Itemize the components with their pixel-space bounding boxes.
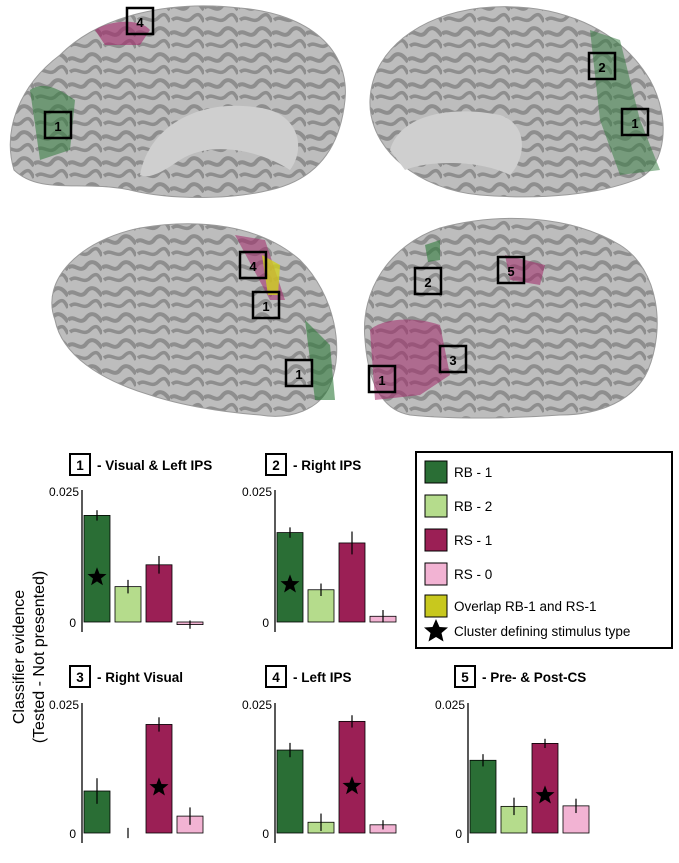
svg-text:1: 1 [262,299,269,314]
svg-text:1: 1 [631,116,638,131]
star-marker [342,776,362,795]
legend-swatch [424,594,448,618]
svg-text:5: 5 [507,264,514,279]
legend-swatch [424,528,448,552]
y-tick-label: 0 [455,827,462,841]
svg-text:1: 1 [378,373,385,388]
y-tick-label: 0 [69,616,76,630]
panel-title: - Right IPS [293,458,361,473]
panel-title: - Left IPS [293,670,352,685]
brain-left-lateral: 4 1 1 [51,223,338,417]
panel-number-badge [69,453,91,476]
y-axis-label: Classifier evidence (Tested - Not presen… [11,571,48,744]
panel-number-badge [454,665,476,688]
panel-number: 3 [76,670,84,685]
svg-text:1: 1 [295,367,302,382]
y-tick-label: 0.025 [49,485,79,499]
brain-left-medial: 4 1 [9,5,346,198]
region-badge: 3 [438,344,468,374]
region-badge: 4 [238,250,268,280]
legend-item: RS - 1 [424,528,492,552]
legend-item: RS - 0 [424,562,492,586]
legend: RB - 1 RB - 2 RS - 1 RS - 0 Overlap RB-1… [415,451,673,649]
star-marker [149,777,169,796]
legend-item: RB - 1 [424,460,492,484]
y-tick-label: 0.025 [242,698,272,712]
star-marker [280,574,300,593]
region-badge: 2 [413,266,443,296]
y-tick-label: 0.025 [435,698,465,712]
star-marker [535,785,555,804]
svg-text:RS - 0: RS - 0 [454,567,492,582]
y-tick-label: 0 [262,616,269,630]
region-badge: 1 [251,290,281,320]
star-marker [87,567,107,586]
panel-number: 1 [76,458,84,473]
y-tick-label: 0.025 [49,698,79,712]
chart-panel: 2 - Right IPS 0.025 0 [242,453,397,632]
panel-title: - Pre- & Post-CS [482,670,586,685]
region-badge: 1 [284,358,314,388]
chart-panel: 5 - Pre- & Post-CS 0.025 0 [435,665,590,843]
panel-number: 5 [461,670,469,685]
chart-panel: 1 - Visual & Left IPS 0.025 0 [49,453,212,632]
svg-text:Overlap RB-1 and RS-1: Overlap RB-1 and RS-1 [454,599,597,614]
panel-number: 4 [272,670,280,685]
region-badge: 2 [587,51,617,81]
svg-text:3: 3 [449,353,456,368]
svg-text:Classifier evidence: Classifier evidence [11,590,28,724]
svg-text:Cluster defining stimulus type: Cluster defining stimulus type [454,624,630,639]
region-badge: 1 [620,107,650,137]
y-tick-label: 0 [69,827,76,841]
bar [338,542,366,623]
charts: 1 - Visual & Left IPS 0.025 0 2 - Right IPS 0.… [49,453,590,843]
panel-title: - Visual & Left IPS [97,458,212,473]
brain-right-lateral: 5 2 3 1 [363,217,658,419]
panel-number-badge [69,665,91,688]
legend-item: Overlap RB-1 and RS-1 [424,594,597,618]
legend-swatch [424,494,448,518]
legend-item: RB - 2 [424,494,492,518]
legend-item: Cluster defining stimulus type [424,619,630,642]
svg-text:1: 1 [54,119,61,134]
svg-text:(Tested - Not presented): (Tested - Not presented) [31,571,48,744]
chart-panel: 4 - Left IPS 0.025 0 [242,665,397,843]
bar [276,749,304,834]
chart-panel: 3 - Right Visual 0.025 0 [49,665,204,843]
panel-number: 2 [272,458,280,473]
svg-text:RB - 1: RB - 1 [454,465,492,480]
bar [145,564,173,623]
svg-text:RS - 1: RS - 1 [454,533,492,548]
svg-text:2: 2 [424,275,431,290]
brain-right-medial: 2 1 [369,6,664,198]
legend-swatch [424,460,448,484]
y-tick-label: 0 [262,827,269,841]
region-badge: 1 [367,364,397,394]
svg-text:2: 2 [598,60,605,75]
region-badge: 1 [43,110,73,140]
panel-number-badge [265,665,287,688]
svg-text:RB - 2: RB - 2 [454,499,492,514]
bar [469,759,497,834]
panel-title: - Right Visual [97,670,183,685]
legend-swatch [424,562,448,586]
region-badge: 5 [496,255,526,285]
y-tick-label: 0.025 [242,485,272,499]
panel-number-badge [265,453,287,476]
bar [276,532,304,623]
svg-text:4: 4 [249,259,257,274]
star-icon [424,619,448,642]
svg-text:4: 4 [136,15,144,30]
region-badge: 4 [125,6,155,36]
